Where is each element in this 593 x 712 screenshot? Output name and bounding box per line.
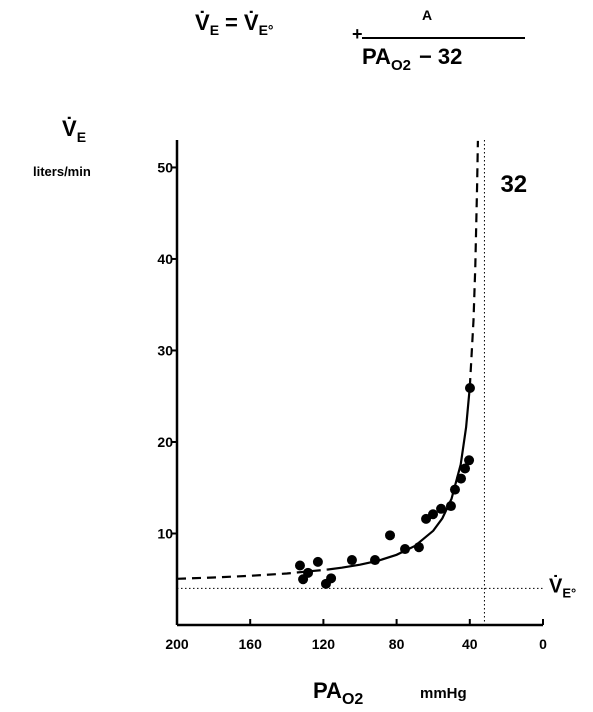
data-point [346,555,357,566]
data-point [464,382,475,393]
eq-numerator: A [422,7,432,23]
fit-curve [176,568,328,580]
x-unit: mmHg [420,685,467,702]
data-point [445,501,456,512]
reference-label-sub: E° [562,585,576,600]
x-tick-label: 80 [389,636,405,652]
eq-rhs-sub: E° [259,22,274,38]
x-label-sub: O2 [342,691,363,708]
eq-denominator: PAO2 − 32 [362,44,462,74]
equation-lhs: V̇E = V̇E° [195,10,274,38]
reference-label: 32 [500,171,527,198]
fit-curve [326,386,471,571]
data-point [436,503,447,514]
eq-den: PA [362,44,391,69]
data-point [370,555,381,566]
data-point [413,542,424,553]
data-point [400,544,411,555]
reference-label-main: V̇ [549,574,563,598]
data-point [385,530,396,541]
y-tick-label: 30 [157,342,173,358]
x-tick-label: 40 [462,636,478,652]
fit-curve [468,140,479,388]
x-tick-label: 200 [165,636,189,652]
data-point [460,463,471,474]
eq-rhs: V̇ [244,10,259,35]
y-tick-label: 40 [157,251,173,267]
eq-den-rest: − 32 [419,44,462,69]
x-tick-label: 120 [312,636,336,652]
eq-den-sub: O2 [391,57,411,74]
eq-plus: + [352,24,363,44]
data-point [456,473,467,484]
eq-lhs-sub: E [210,22,219,38]
x-tick-label: 160 [239,636,263,652]
y-label: V̇E [62,116,86,145]
y-tick-label: 20 [157,434,173,450]
y-unit: liters/min [33,164,91,179]
reference-label: V̇E° [549,574,576,601]
data-point [326,573,337,584]
y-label-main: V̇ [62,116,77,141]
data-point [464,455,475,466]
equation: V̇E = V̇E° + A PAO2− 32 [195,7,525,74]
data-point [428,509,439,520]
y-tick-label: 10 [157,525,173,541]
data-point [294,560,305,571]
x-label: PAO2 [313,678,363,708]
data-point [449,484,460,495]
y-label-sub: E [77,129,86,145]
x-tick-label: 0 [539,636,547,652]
eq-sign: = [225,10,238,35]
y-tick-label: 50 [157,159,173,175]
x-label-main: PA [313,678,342,703]
data-point [303,567,314,578]
data-point [312,556,323,567]
eq-lhs: V̇ [195,10,210,35]
